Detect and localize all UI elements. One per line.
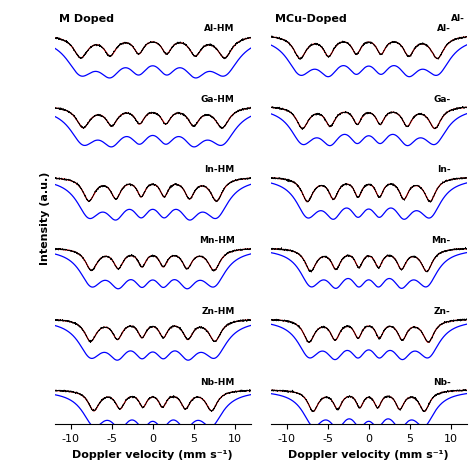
- Text: Al-: Al-: [437, 24, 450, 33]
- Text: MCu-Doped: MCu-Doped: [274, 14, 346, 24]
- Text: In-HM: In-HM: [204, 165, 235, 174]
- Text: Zn-: Zn-: [434, 307, 450, 316]
- Text: M Doped: M Doped: [59, 14, 114, 24]
- Text: In-: In-: [437, 165, 450, 174]
- X-axis label: Doppler velocity (mm s⁻¹): Doppler velocity (mm s⁻¹): [73, 449, 233, 459]
- Text: Nb-: Nb-: [433, 378, 450, 387]
- Text: Nb-HM: Nb-HM: [200, 378, 235, 387]
- Text: Mn-HM: Mn-HM: [199, 237, 235, 246]
- Text: Ga-: Ga-: [433, 94, 450, 103]
- Text: Al-: Al-: [451, 14, 465, 23]
- Text: Zn-HM: Zn-HM: [201, 307, 235, 316]
- X-axis label: Doppler velocity (mm s⁻¹): Doppler velocity (mm s⁻¹): [288, 449, 449, 459]
- Text: Ga-HM: Ga-HM: [201, 94, 235, 103]
- Text: Mn-: Mn-: [431, 237, 450, 246]
- Text: Al-HM: Al-HM: [204, 24, 235, 33]
- Y-axis label: Intensity (a.u.): Intensity (a.u.): [40, 172, 50, 264]
